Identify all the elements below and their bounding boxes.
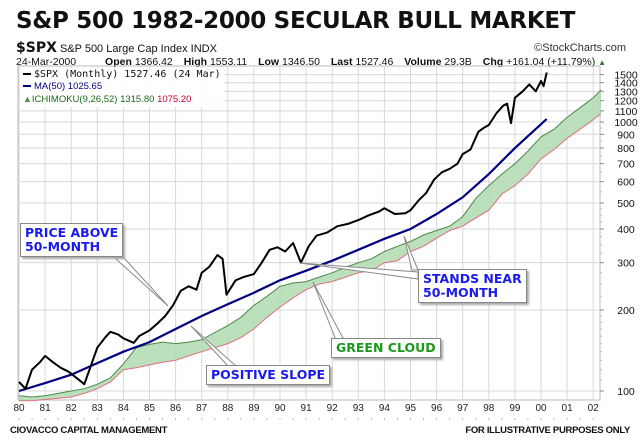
stockcharts-brand[interactable]: ©StockCharts.com (534, 42, 626, 54)
x-tick-label: 00 (535, 403, 547, 414)
x-tick-label: 81 (40, 403, 52, 414)
legend-ma: MA(50) 1025.65 (23, 81, 221, 93)
y-tick-label: 1000 (614, 117, 638, 129)
pointer-stands-near-b (403, 235, 419, 271)
callout-green-cloud-text: GREEN CLOUD (336, 340, 436, 355)
callout-stands-near-line2: 50-MONTH (423, 285, 499, 300)
legend-ichimoku: ▲ICHIMOKU(9,26,52) 1315.80 1075.20 (23, 93, 221, 106)
x-tick-label: 93 (353, 403, 365, 414)
series-lines (18, 72, 548, 393)
axes: 80 81 82 83 84 85 86 87 88 89 90 91 92 93 94 95 96 97 98 99… (13, 70, 638, 420)
y-tick-label: 700 (617, 159, 635, 171)
exchange: INDX (190, 43, 217, 55)
x-tick-label: 96 (431, 403, 443, 414)
y-tick-label: 200 (617, 305, 635, 317)
plot-frame (17, 65, 601, 401)
x-tick-label: 97 (457, 403, 469, 414)
y-tick-label: 400 (617, 224, 635, 236)
chart-legend: $SPX (Monthly) 1527.46 (24 Mar) MA(50) 1… (20, 68, 224, 107)
ma50-line (18, 118, 548, 393)
x-tick-label: 99 (509, 403, 521, 414)
callout-pointers (113, 235, 419, 367)
symbol: $SPX (16, 40, 57, 56)
legend-price-swatch (23, 73, 31, 75)
y-tick-label: 1400 (614, 78, 638, 90)
chart-title: S&P 500 1982-2000 SECULAR BULL MARKET (16, 8, 576, 34)
span-b-line (19, 113, 602, 402)
x-tick-label: 92 (327, 403, 339, 414)
ichimoku-cloud (18, 89, 602, 402)
open-label: Open (105, 56, 132, 68)
x-tick-label: 01 (562, 403, 574, 414)
pointer-green-cloud (312, 281, 345, 341)
footer-left: CIOVACCO CAPITAL MANAGEMENT (10, 425, 168, 436)
legend-price: $SPX (Monthly) 1527.46 (24 Mar) (23, 69, 221, 81)
last-value: 1527.46 (355, 56, 394, 68)
callout-green-cloud: GREEN CLOUD (331, 338, 441, 358)
x-tick-label: 90 (274, 403, 286, 414)
x-tick-label: 91 (301, 403, 313, 414)
y-tick-label: 600 (617, 177, 635, 189)
high-label: High (183, 56, 208, 68)
x-tick-label: 88 (222, 403, 234, 414)
callout-price-above-line1: PRICE ABOVE (25, 225, 119, 240)
legend-ma-label: MA(50) 1025.65 (34, 81, 103, 92)
y-tick-label: 300 (617, 258, 635, 270)
up-triangle-icon: ▲ (598, 58, 607, 67)
x-tick-label: 94 (379, 403, 391, 414)
volume-value: 29.3B (444, 56, 472, 68)
symbol-header: $SPX S&P 500 Large Cap Index INDX ©Stock… (16, 40, 626, 56)
low-label: Low (258, 56, 280, 68)
legend-ichimoku-b-label: 1075.20 (157, 94, 192, 105)
pointer-price-above (113, 257, 169, 307)
open-value: 1366.42 (134, 56, 173, 68)
x-tick-label: 89 (248, 403, 260, 414)
callout-positive-slope: POSITIVE SLOPE (206, 365, 331, 385)
x-tick-label: 84 (118, 403, 130, 414)
quote-date: 24-Mar-2000 (16, 56, 77, 68)
y-tick-label: 1500 (614, 70, 638, 82)
cloud-icon: ▲ (23, 94, 32, 104)
y-tick-label: 1100 (615, 106, 638, 118)
volume-label: Volume (404, 56, 442, 68)
x-tick-label: 85 (144, 403, 156, 414)
y-tick-label: 800 (617, 143, 635, 155)
chg-value: +161.04 (+11.79%) (506, 56, 596, 68)
last-label: Last (330, 56, 353, 68)
quote-header: 24-Mar-2000 Open 1366.42 High 1553.11 Lo… (16, 56, 606, 68)
y-tick-label: 900 (617, 129, 635, 141)
chg-label: Chg (482, 56, 504, 68)
x-tick-label: 02 (588, 403, 600, 414)
callout-stands-near-line1: STANDS NEAR (423, 271, 522, 286)
symbol-name: S&P 500 Large Cap Index (59, 43, 188, 55)
x-tick-label: 95 (405, 403, 417, 414)
x-tick-label: 98 (483, 403, 495, 414)
legend-ichimoku-label: ICHIMOKU(9,26,52) 1315.80 (31, 94, 155, 105)
price-line (18, 72, 548, 390)
callout-price-above-line2: 50-MONTH (25, 239, 101, 254)
span-a-line (18, 89, 602, 398)
legend-price-label: $SPX (Monthly) 1527.46 (24 Mar) (34, 69, 221, 80)
y-tick-label: 1200 (614, 96, 638, 108)
callout-price-above: PRICE ABOVE 50-MONTH (20, 223, 124, 257)
legend-ma-swatch (23, 85, 31, 88)
x-tick-label: 87 (196, 403, 208, 414)
x-tick-label: 83 (92, 403, 104, 414)
x-tick-label: 86 (170, 403, 182, 414)
x-tick-label: 80 (13, 403, 25, 414)
callout-positive-slope-text: POSITIVE SLOPE (211, 367, 326, 382)
x-tick-label: 82 (66, 403, 78, 414)
y-tick-label: 500 (617, 198, 635, 210)
callout-stands-near: STANDS NEAR 50-MONTH (418, 269, 527, 303)
y-tick-label: 100 (617, 386, 635, 398)
footer-right: FOR ILLUSTRATIVE PURPOSES ONLY (465, 425, 630, 436)
low-value: 1346.50 (281, 56, 320, 68)
y-tick-label: 1300 (614, 86, 638, 98)
high-value: 1553.11 (209, 56, 248, 68)
